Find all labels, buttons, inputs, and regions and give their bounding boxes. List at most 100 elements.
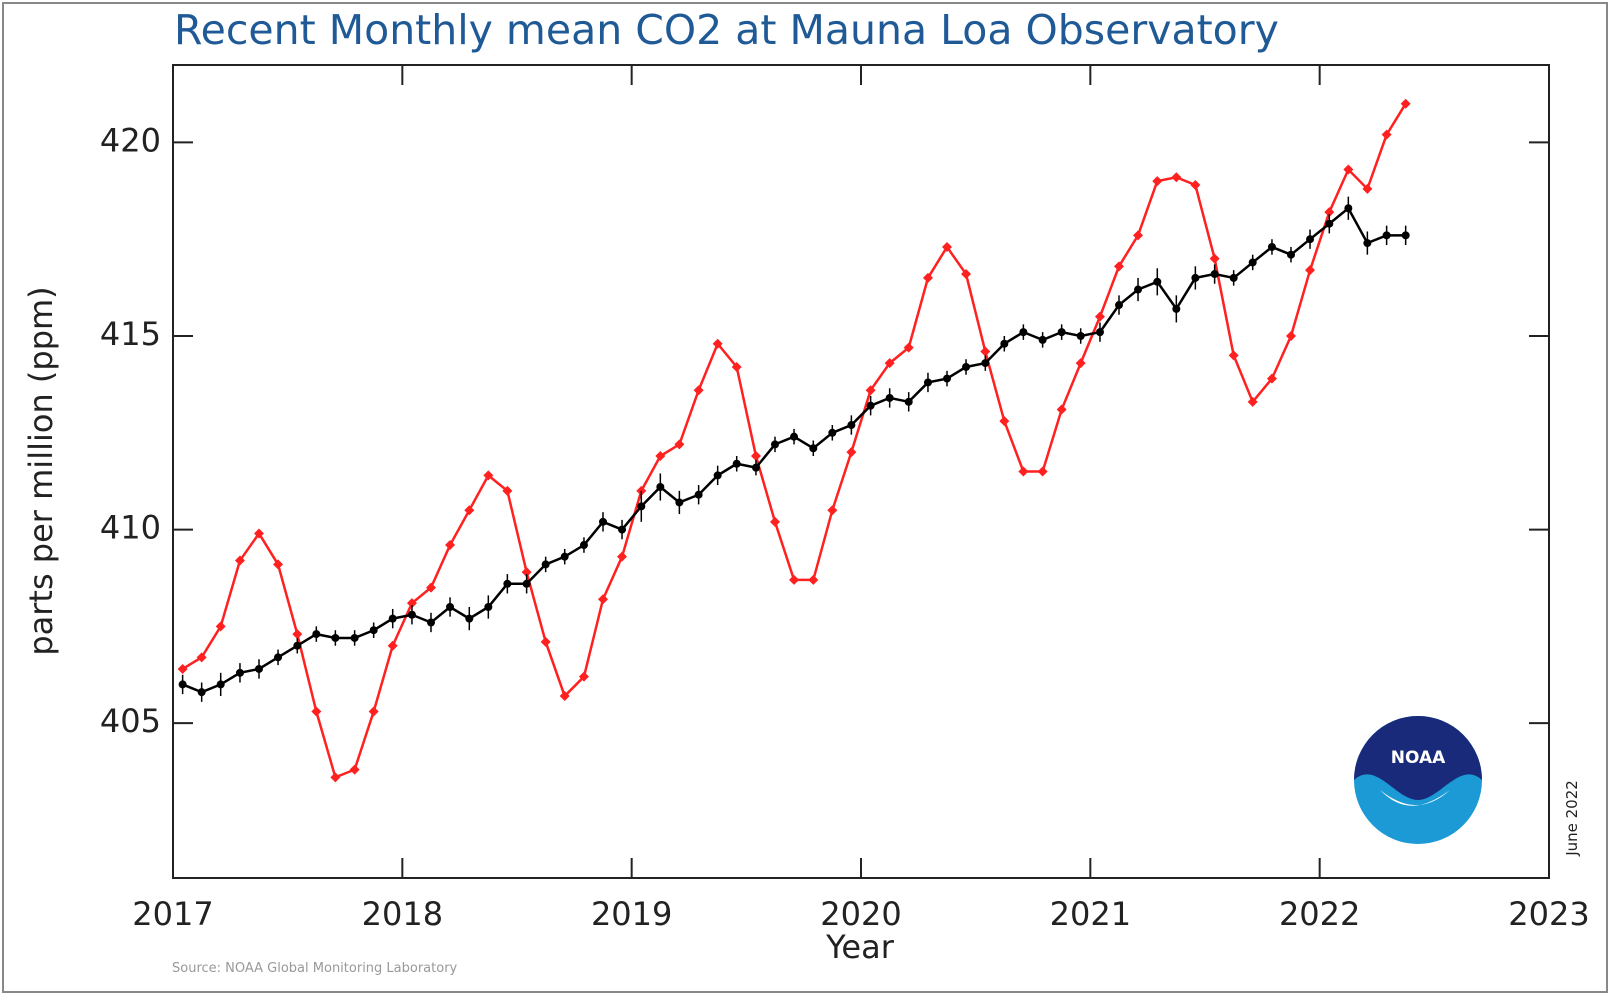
data-point [809, 444, 818, 453]
data-point [312, 630, 321, 639]
data-point [484, 603, 493, 611]
data-point [1381, 129, 1392, 140]
data-point [559, 691, 570, 702]
data-point [215, 621, 226, 632]
data-point [1075, 358, 1086, 369]
data-point [369, 626, 378, 635]
data-point [1343, 164, 1354, 175]
data-point [1037, 466, 1048, 477]
data-point [1305, 265, 1316, 276]
data-point [406, 598, 417, 609]
data-point [751, 463, 760, 472]
data-point [1094, 311, 1105, 322]
x-tick-label: 2022 [1279, 895, 1360, 933]
data-point [578, 671, 589, 682]
data-point [923, 378, 932, 387]
data-point [656, 482, 665, 491]
data-point [235, 668, 244, 677]
data-point [1095, 328, 1104, 337]
data-point [1115, 301, 1123, 310]
data-point [675, 498, 684, 507]
data-point [1229, 273, 1238, 282]
data-point [1210, 270, 1219, 279]
data-point [292, 629, 303, 640]
x-tick-label: 2020 [820, 895, 901, 933]
data-point [350, 633, 359, 642]
data-point [274, 653, 283, 662]
data-point [579, 541, 588, 550]
logo-text: NOAA [1391, 748, 1446, 768]
data-point [846, 447, 857, 458]
data-point [483, 470, 494, 481]
data-point [732, 459, 741, 468]
data-point [1209, 253, 1220, 264]
x-tick-label: 2023 [1508, 895, 1589, 933]
data-point [1267, 242, 1276, 251]
data-point [942, 241, 952, 252]
data-point [1000, 339, 1009, 348]
data-point [1266, 373, 1277, 384]
data-point [789, 574, 800, 585]
data-point [1056, 404, 1067, 415]
data-point [1401, 231, 1410, 240]
data-point [1306, 235, 1315, 244]
data-point [712, 338, 723, 349]
data-point [330, 772, 341, 783]
data-point [387, 640, 398, 651]
data-point [847, 421, 856, 430]
data-point [1325, 219, 1334, 228]
data-point [427, 618, 435, 627]
data-point [311, 706, 322, 717]
data-point [1114, 261, 1124, 272]
data-point [598, 594, 608, 605]
data-point [1382, 231, 1391, 240]
x-tick-label: 2019 [591, 895, 672, 933]
data-point [827, 505, 838, 516]
data-point [540, 636, 551, 647]
data-point [1018, 466, 1029, 477]
data-point [1247, 396, 1258, 407]
data-point [1400, 98, 1411, 109]
data-point [1076, 332, 1085, 340]
data-point [1363, 239, 1372, 248]
logo-bird [1380, 790, 1450, 806]
data-point [541, 560, 550, 569]
data-point [999, 416, 1010, 427]
data-point [904, 397, 913, 406]
data-point [1019, 328, 1028, 337]
data-point [962, 362, 971, 371]
data-point [254, 528, 264, 539]
data-point [178, 680, 187, 689]
data-point [293, 641, 302, 650]
data-point [1038, 335, 1047, 344]
data-point [884, 358, 895, 369]
data-point [255, 664, 263, 673]
data-point [197, 688, 206, 697]
data-point [216, 680, 225, 689]
chart-title: Recent Monthly mean CO2 at Mauna Loa Obs… [174, 6, 1279, 54]
data-point [1133, 230, 1144, 241]
data-point [560, 552, 569, 561]
y-tick-label: 410 [100, 509, 161, 547]
y-tick-label: 420 [100, 121, 161, 159]
data-point [770, 516, 780, 527]
data-point [502, 485, 513, 496]
data-point [599, 517, 607, 526]
data-point [503, 579, 512, 588]
x-axis-label: Year [825, 928, 895, 966]
logo-top [1354, 716, 1482, 800]
y-tick-label: 415 [100, 315, 161, 353]
data-point [426, 582, 436, 593]
data-point [980, 346, 991, 357]
y-axis-label: parts per million (ppm) [22, 286, 60, 655]
data-point [922, 272, 933, 283]
data-point [1152, 176, 1163, 187]
data-point [1344, 204, 1353, 213]
data-point [1057, 328, 1066, 337]
data-point [1287, 250, 1295, 259]
data-point [349, 764, 360, 775]
data-point [750, 451, 761, 462]
data-point [617, 551, 628, 562]
